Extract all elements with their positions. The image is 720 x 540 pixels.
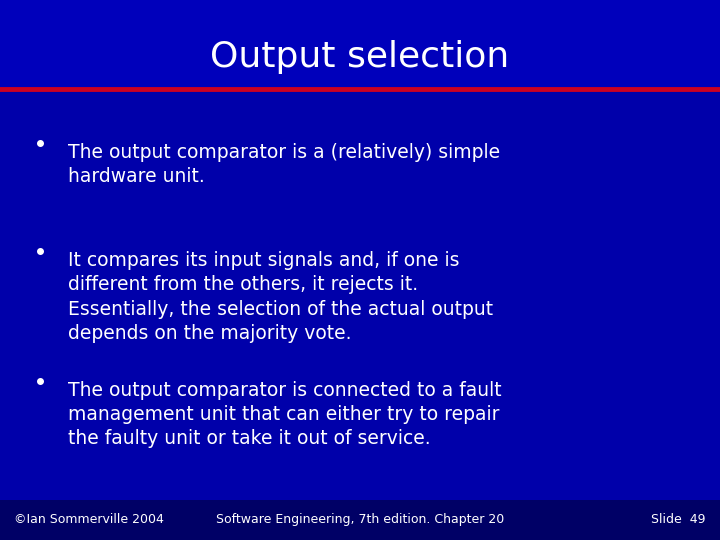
Text: Software Engineering, 7th edition. Chapter 20: Software Engineering, 7th edition. Chapt… (216, 513, 504, 526)
Text: It compares its input signals and, if one is
different from the others, it rejec: It compares its input signals and, if on… (68, 251, 493, 343)
Text: Slide  49: Slide 49 (651, 513, 706, 526)
FancyBboxPatch shape (0, 500, 720, 540)
Text: The output comparator is connected to a fault
management unit that can either tr: The output comparator is connected to a … (68, 381, 502, 448)
Text: Output selection: Output selection (210, 40, 510, 73)
Text: ©Ian Sommerville 2004: ©Ian Sommerville 2004 (14, 513, 164, 526)
FancyBboxPatch shape (0, 0, 720, 89)
Text: The output comparator is a (relatively) simple
hardware unit.: The output comparator is a (relatively) … (68, 143, 500, 186)
